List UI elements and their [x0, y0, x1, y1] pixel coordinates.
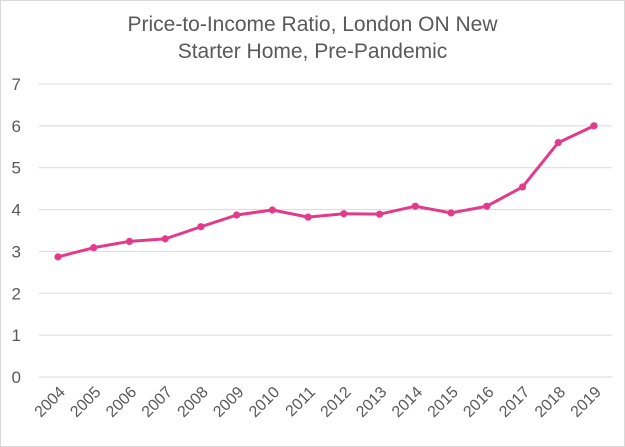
series-line	[56, 124, 596, 259]
data-point-2017	[518, 183, 527, 191]
y-axis-ticks: 0 1 2 3 4 5 6 7	[12, 75, 21, 387]
data-point-2004	[54, 253, 62, 261]
x-tick-label: 2006	[103, 384, 140, 421]
x-tick-label: 2008	[175, 384, 212, 421]
y-tick-label: 5	[12, 159, 21, 178]
chart-title-line-1: Price-to-Income Ratio, London ON New	[127, 13, 498, 36]
x-tick-label: 2011	[283, 384, 319, 420]
x-tick-label: 2004	[32, 384, 69, 421]
x-tick-label: 2009	[210, 384, 247, 421]
y-tick-label: 7	[12, 75, 21, 94]
data-point-2019	[590, 122, 598, 130]
y-tick-label: 6	[12, 117, 21, 136]
x-tick-label: 2014	[389, 384, 426, 421]
data-point-2015	[447, 209, 455, 217]
y-tick-label: 4	[12, 201, 21, 220]
data-point-2018	[554, 139, 562, 147]
data-point-2007	[161, 235, 169, 243]
x-tick-label: 2019	[568, 384, 605, 421]
series-layer	[54, 122, 598, 261]
x-tick-label: 2016	[460, 384, 497, 421]
data-point-2012	[340, 210, 348, 218]
data-point-2013	[376, 210, 384, 218]
x-tick-label: 2007	[139, 384, 176, 421]
data-point-2016	[483, 202, 491, 210]
chart-title: Price-to-Income Ratio, London ON New Sta…	[1, 11, 624, 65]
x-tick-label: 2005	[67, 384, 104, 421]
x-tick-label: 2015	[425, 384, 462, 421]
y-tick-label: 2	[12, 284, 21, 303]
x-tick-label: 2013	[353, 384, 390, 421]
x-tick-label: 2017	[496, 384, 533, 421]
data-point-2006	[125, 237, 134, 245]
y-tick-label: 1	[12, 326, 21, 345]
data-point-2014	[411, 202, 419, 210]
data-point-2005	[90, 244, 98, 252]
grid-lines	[39, 83, 612, 378]
data-point-2008	[197, 223, 205, 231]
y-tick-label: 0	[12, 368, 21, 387]
data-point-2010	[268, 206, 276, 214]
y-tick-label: 3	[12, 242, 21, 261]
x-tick-label: 2012	[318, 384, 355, 421]
chart-title-line-2: Starter Home, Pre-Pandemic	[177, 40, 448, 63]
data-point-2009	[233, 211, 241, 219]
data-point-2011	[304, 213, 312, 221]
x-tick-label: 2010	[246, 384, 283, 421]
x-tick-label: 2018	[532, 384, 569, 421]
